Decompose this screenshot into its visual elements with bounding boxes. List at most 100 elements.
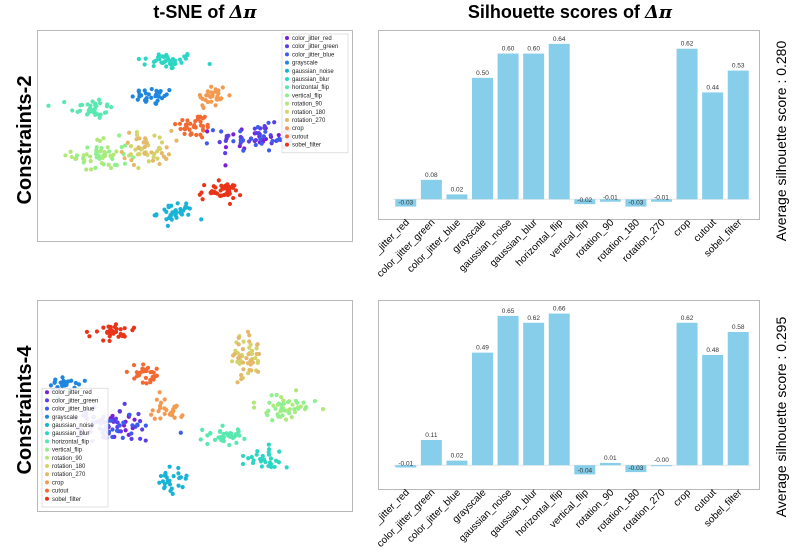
point-sobel_filter	[225, 183, 230, 188]
point-cutout	[177, 121, 183, 126]
point-horizontal_flip	[227, 442, 232, 448]
point-gaussian_blur	[272, 464, 277, 470]
bar-value-label-color_jitter_blue: 0.02	[451, 453, 464, 460]
point-cutout	[198, 132, 203, 137]
legend-marker-color_jitter_blue	[45, 406, 49, 411]
point-rotation_180	[134, 130, 139, 135]
legend-marker-horizontal_flip	[45, 439, 49, 444]
point-vertical_flip	[112, 162, 118, 167]
legend-marker-cutout	[285, 134, 289, 139]
tsne-panel-constraints-4: color_jitter_red color_jitter_green color_…	[37, 300, 353, 512]
cluster-cutout	[173, 114, 210, 140]
point-color_jitter_blue	[239, 139, 244, 144]
point-gaussian_noise	[184, 473, 189, 478]
point-rotation_270	[150, 158, 156, 163]
bar-gaussian_noise	[497, 53, 519, 200]
point-vertical_flip	[94, 155, 99, 160]
point-rotation_90	[283, 417, 289, 422]
bar-value-label-rotation_180: -0.03	[629, 465, 644, 472]
point-gaussian_blur	[254, 452, 259, 457]
point-grayscale	[73, 380, 78, 386]
bar-value-label-sobel_filter: 0.58	[732, 324, 745, 331]
bar-value-label-crop: 0.62	[681, 41, 694, 48]
point-sobel_filter	[208, 191, 214, 196]
point-color_jitter_blue	[121, 420, 126, 425]
point-horizontal_flip	[46, 103, 51, 108]
point-cutout	[205, 122, 210, 127]
point-sobel_filter	[109, 328, 114, 333]
point-color_jitter_blue	[129, 431, 134, 436]
point-rotation_270	[247, 333, 252, 338]
point-sobel_filter	[211, 184, 216, 189]
point-cutout	[185, 118, 190, 123]
point-vertical_flip	[116, 133, 122, 138]
tsne-title-text: t-SNE of	[153, 2, 225, 22]
point-crop	[154, 397, 159, 402]
bar-rotation_270	[651, 465, 672, 467]
bar-color_jitter_green	[420, 439, 442, 466]
point-cutout	[193, 125, 198, 130]
point-sobel_filter	[122, 326, 127, 331]
point-rotation_270	[157, 161, 162, 167]
point-gaussian_blur	[156, 52, 161, 57]
point-color_jitter_green	[217, 140, 222, 145]
legend-label-vertical_flip: vertical_flip	[292, 93, 323, 99]
point-vertical_flip	[279, 402, 284, 407]
bar-color_jitter_red	[395, 465, 417, 468]
legend-marker-gaussian_noise	[285, 68, 289, 73]
point-color_jitter_blue	[210, 128, 216, 133]
bar-grayscale	[472, 352, 493, 466]
point-color_jitter_red	[223, 163, 228, 168]
point-sobel_filter	[224, 191, 229, 196]
point-rotation_90	[69, 154, 74, 160]
tsne-plot-constraints-4: color_jitter_red color_jitter_green color_…	[41, 322, 326, 508]
point-crop	[220, 85, 225, 90]
point-crop	[150, 408, 155, 413]
point-rotation_90	[73, 156, 78, 161]
point-gaussian_blur	[177, 57, 183, 62]
point-sobel_filter	[233, 188, 238, 193]
point-rotation_90	[88, 158, 93, 164]
point-rotation_180	[229, 359, 235, 364]
point-color_jitter_red	[123, 428, 128, 433]
bar-gaussian_blur	[523, 53, 545, 200]
bar-rotation_90	[599, 462, 621, 466]
point-vertical_flip	[292, 406, 297, 412]
point-crop	[201, 105, 206, 110]
point-horizontal_flip	[229, 431, 234, 436]
cluster-color_jitter_green	[217, 120, 293, 156]
point-rotation_180	[146, 159, 151, 164]
legend-frame	[281, 33, 349, 154]
point-cutout	[188, 132, 193, 137]
silhouette-title-delta: Δπ	[644, 2, 673, 23]
point-cutout	[151, 377, 156, 382]
point-color_jitter_blue	[266, 120, 271, 125]
point-color_jitter_blue	[204, 141, 209, 146]
point-cutout	[180, 117, 185, 123]
point-sobel_filter	[237, 193, 243, 198]
point-rotation_180	[155, 156, 160, 161]
point-gaussian_blur	[249, 454, 254, 460]
point-gaussian_blur	[207, 61, 212, 67]
point-gaussian_noise	[167, 464, 172, 469]
point-horizontal_flip	[104, 104, 110, 109]
point-horizontal_flip	[205, 433, 210, 438]
tsne-legend: color_jitter_red color_jitter_green color_…	[281, 33, 349, 154]
point-vertical_flip	[296, 406, 301, 411]
point-rotation_270	[240, 347, 246, 352]
point-rotation_180	[128, 152, 133, 157]
bar-grayscale	[472, 77, 493, 200]
point-rotation_270	[247, 339, 252, 344]
point-color_jitter_blue	[253, 142, 258, 148]
point-vertical_flip	[273, 406, 278, 411]
bar-value-label-vertical_flip: -0.02	[577, 197, 592, 204]
silhouette-panel-constraints-2: -0.03 0.08 0.02 0.50 0.60 0.60 0.64 -0.02 -0.01 -…	[378, 30, 760, 220]
point-rotation_270	[161, 154, 167, 159]
point-rotation_90	[279, 395, 284, 400]
legend-marker-crop	[45, 480, 49, 485]
silhouette-x-labels-constraints-2: color_jitter_redcolor_jitter_greencolor_…	[378, 219, 745, 280]
legend-marker-grayscale	[285, 60, 289, 65]
point-rotation_90	[271, 403, 276, 408]
point-gaussian_noise	[158, 473, 164, 479]
point-grayscale	[154, 101, 159, 106]
